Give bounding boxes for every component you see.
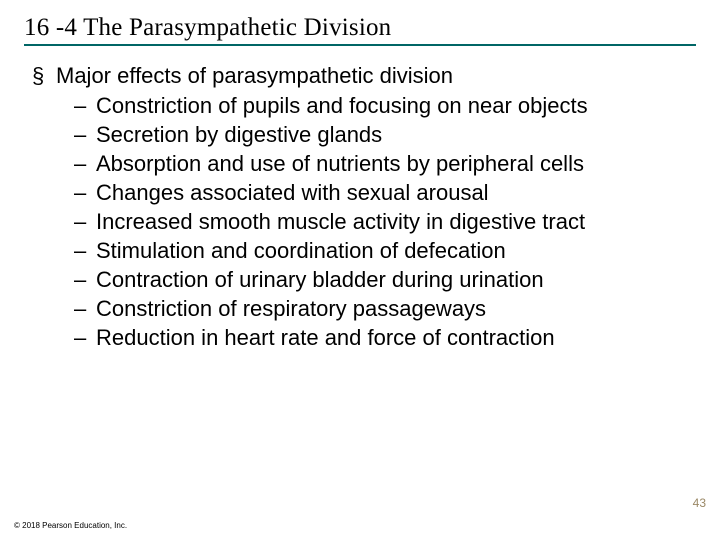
list-item-text: Reduction in heart rate and force of con… [96, 324, 555, 352]
bullet-level-1-text: Major effects of parasympathetic divisio… [56, 62, 453, 90]
bullet-level-2-container: – Constriction of pupils and focusing on… [32, 92, 696, 352]
dash-icon: – [74, 179, 96, 207]
list-item: – Secretion by digestive glands [74, 121, 696, 149]
section-bullet-icon: § [32, 62, 56, 90]
list-item: – Reduction in heart rate and force of c… [74, 324, 696, 352]
list-item: – Changes associated with sexual arousal [74, 179, 696, 207]
page-number: 43 [693, 496, 706, 510]
list-item-text: Constriction of pupils and focusing on n… [96, 92, 588, 120]
content-area: § Major effects of parasympathetic divis… [24, 62, 696, 352]
list-item-text: Constriction of respiratory passageways [96, 295, 486, 323]
list-item: – Increased smooth muscle activity in di… [74, 208, 696, 236]
dash-icon: – [74, 324, 96, 352]
dash-icon: – [74, 266, 96, 294]
list-item: – Absorption and use of nutrients by per… [74, 150, 696, 178]
list-item: – Constriction of respiratory passageway… [74, 295, 696, 323]
copyright-text: © 2018 Pearson Education, Inc. [14, 521, 127, 530]
dash-icon: – [74, 92, 96, 120]
list-item-text: Changes associated with sexual arousal [96, 179, 489, 207]
slide-title: 16 -4 The Parasympathetic Division [24, 14, 696, 42]
dash-icon: – [74, 121, 96, 149]
bullet-level-1: § Major effects of parasympathetic divis… [32, 62, 696, 90]
list-item-text: Absorption and use of nutrients by perip… [96, 150, 584, 178]
list-item: – Constriction of pupils and focusing on… [74, 92, 696, 120]
list-item-text: Increased smooth muscle activity in dige… [96, 208, 585, 236]
dash-icon: – [74, 237, 96, 265]
dash-icon: – [74, 208, 96, 236]
dash-icon: – [74, 295, 96, 323]
slide-container: 16 -4 The Parasympathetic Division § Maj… [0, 0, 720, 540]
list-item-text: Contraction of urinary bladder during ur… [96, 266, 544, 294]
dash-icon: – [74, 150, 96, 178]
title-underline [24, 44, 696, 46]
list-item-text: Secretion by digestive glands [96, 121, 382, 149]
list-item-text: Stimulation and coordination of defecati… [96, 237, 506, 265]
list-item: – Contraction of urinary bladder during … [74, 266, 696, 294]
list-item: – Stimulation and coordination of defeca… [74, 237, 696, 265]
